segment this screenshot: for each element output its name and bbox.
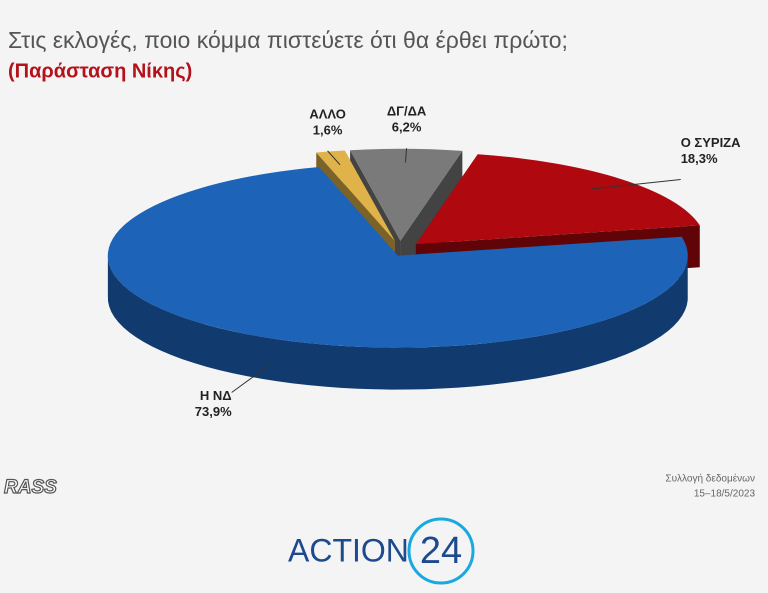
channel-name: ACTION bbox=[288, 532, 409, 568]
leader-line bbox=[231, 364, 271, 393]
slice-value-label: 1,6% bbox=[313, 122, 343, 137]
slice-value-label: 18,3% bbox=[681, 151, 718, 166]
slice-value-label: 73,9% bbox=[195, 404, 232, 419]
top-layer bbox=[107, 148, 700, 348]
source-dates: 15–18/5/2023 bbox=[694, 489, 756, 500]
pie-slice bbox=[316, 150, 396, 242]
pie-slice bbox=[350, 148, 463, 241]
pollster-logo: RASS bbox=[4, 477, 57, 498]
chart-title: Στις εκλογές, ποιο κόμμα πιστεύετε ότι θ… bbox=[8, 27, 568, 53]
leader-line bbox=[404, 148, 408, 163]
slice-label: ΔΓ/ΔΑ bbox=[387, 104, 427, 119]
pie-slice bbox=[107, 167, 688, 348]
slice-value-label: 6,2% bbox=[392, 120, 422, 135]
channel-ring bbox=[407, 517, 475, 585]
slice-label: Ο ΣΥΡΙΖΑ bbox=[681, 135, 741, 150]
pie-slice bbox=[415, 154, 700, 245]
chart-subtitle: (Παράσταση Νίκης) bbox=[8, 60, 192, 82]
slice-label: Η ΝΔ bbox=[200, 388, 232, 403]
slice-label: ΑΛΛΟ bbox=[309, 106, 346, 121]
slice-side bbox=[107, 253, 688, 390]
leader-line bbox=[327, 150, 341, 166]
source-label: Συλλογή δεδομένων bbox=[665, 473, 755, 485]
leader-line bbox=[590, 179, 681, 190]
channel-number: 24 bbox=[420, 530, 462, 572]
